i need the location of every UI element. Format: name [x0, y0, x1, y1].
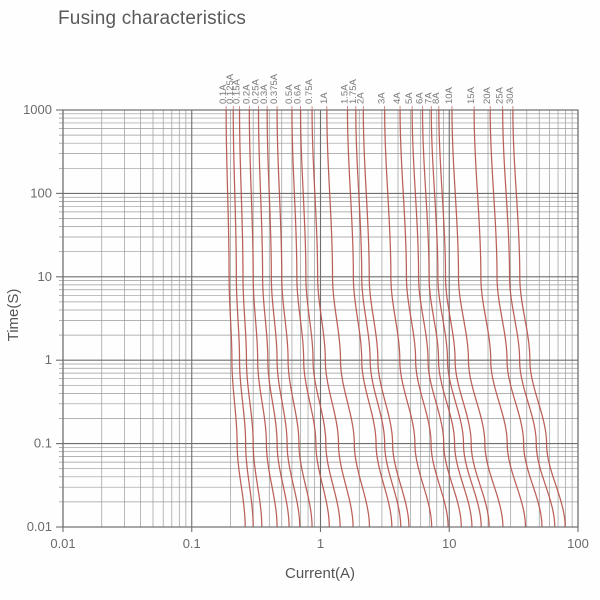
fuse-curve	[512, 109, 566, 528]
fuse-curve	[238, 109, 263, 528]
fuse-curve	[473, 109, 527, 528]
curve-label: 2A	[355, 92, 366, 104]
fuse-curve	[232, 109, 254, 528]
fuse-curve	[311, 109, 354, 528]
fuse-curve	[411, 109, 462, 528]
curve-label: 25A	[495, 86, 506, 104]
fuse-curve	[502, 109, 556, 528]
x-tick-label: 0.01	[50, 536, 75, 551]
fuse-curve	[299, 109, 341, 528]
curve-label: 30A	[505, 86, 516, 104]
y-tick-label: 1000	[23, 102, 52, 117]
x-tick-label: 1	[317, 536, 324, 551]
curve-label: 0.125A	[225, 73, 236, 104]
fuse-curve	[291, 109, 330, 528]
fuse-curve	[346, 109, 393, 528]
curve-label: 4A	[392, 92, 403, 104]
fuse-curve	[276, 109, 313, 528]
curve-label: 1.75A	[348, 79, 359, 104]
curve-label: 6A	[415, 92, 426, 104]
x-axis-ticks: 0.01 0.1 1 10 100	[50, 527, 589, 551]
y-tick-label: 1	[45, 352, 52, 367]
curve-label: 0.1A	[218, 84, 229, 104]
curve-label: 3A	[377, 92, 388, 104]
curve-label: 8A	[431, 92, 442, 104]
y-axis-title: Time(S)	[5, 289, 22, 342]
y-tick-label: 100	[30, 185, 52, 200]
curve-label: 5A	[404, 92, 415, 104]
curve-label: 1.5A	[339, 84, 350, 104]
y-axis-ticks: 0.01 0.1 1 10 100 1000	[23, 102, 63, 534]
fuse-curve	[438, 109, 490, 528]
y-tick-label: 0.1	[34, 436, 52, 451]
x-tick-label: 100	[567, 536, 589, 551]
fuse-curves-group	[225, 109, 566, 528]
curve-label: 0.5A	[284, 84, 295, 104]
curve-label: 15A	[466, 86, 477, 104]
curve-label: 0.25A	[251, 79, 262, 104]
fuse-curve	[326, 109, 371, 528]
fuse-curve	[384, 109, 433, 528]
x-tick-label: 10	[442, 536, 456, 551]
curve-label: 0.2A	[241, 84, 252, 104]
y-tick-label: 0.01	[27, 519, 52, 534]
curve-label: 1A	[319, 92, 330, 104]
x-axis-title: Current(A)	[285, 565, 355, 582]
chart-title: Fusing characteristics	[58, 8, 247, 29]
fuse-curve	[257, 109, 290, 528]
x-tick-label: 0.1	[183, 536, 201, 551]
curve-label: 0.75A	[304, 79, 315, 104]
curve-label: 0.15A	[232, 79, 243, 104]
curve-label: 0.375A	[269, 73, 280, 104]
fuse-curve	[430, 109, 482, 528]
curve-label: 0.3A	[259, 84, 270, 104]
curve-label: 20A	[482, 86, 493, 104]
fuse-curve	[362, 109, 410, 528]
curve-label: 0.6A	[293, 84, 304, 104]
fuse-curve	[421, 109, 473, 528]
fuse-curve	[451, 109, 504, 528]
y-tick-label: 10	[38, 269, 52, 284]
fuse-curve	[225, 109, 246, 528]
fuse-curve	[355, 109, 402, 528]
curve-label: 7A	[423, 92, 434, 104]
fuse-curve	[489, 109, 543, 528]
fuse-curve	[399, 109, 449, 528]
curve-label: 10A	[444, 86, 455, 104]
fuse-curve	[248, 109, 278, 528]
fuse-curve	[266, 109, 301, 528]
